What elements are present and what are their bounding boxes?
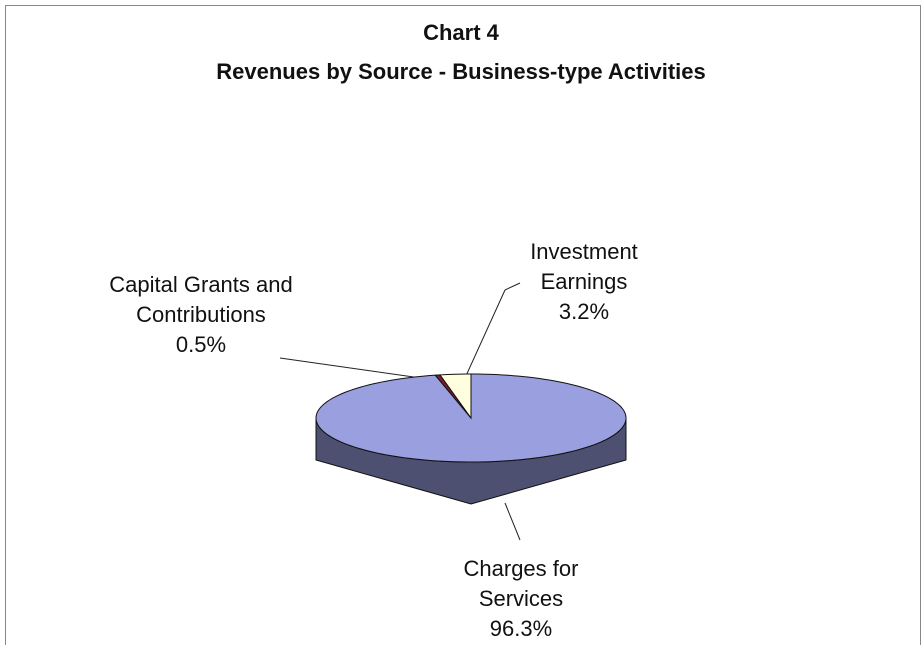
chart-subtitle: Revenues by Source - Business-type Activ… bbox=[216, 59, 706, 84]
frame bbox=[5, 5, 921, 645]
category-label: Investment Earnings bbox=[530, 239, 638, 294]
value-label: 96.3% bbox=[489, 616, 553, 641]
category-label: Charges for Services bbox=[463, 556, 579, 611]
value-label: 3.2% bbox=[558, 299, 610, 324]
value-label: 0.5% bbox=[175, 332, 227, 357]
category-label: Capital Grants and Contributions bbox=[109, 272, 293, 327]
slice-label: Investment Earnings 3.2% bbox=[504, 237, 664, 327]
slice-label: Capital Grants and Contributions 0.5% bbox=[101, 270, 301, 360]
chart-title: Chart 4 bbox=[423, 20, 499, 45]
pie-slice bbox=[439, 373, 472, 420]
leader-line bbox=[504, 282, 521, 291]
leader-line bbox=[504, 502, 521, 541]
slice-label: Charges for Services 96.3% bbox=[421, 554, 621, 644]
